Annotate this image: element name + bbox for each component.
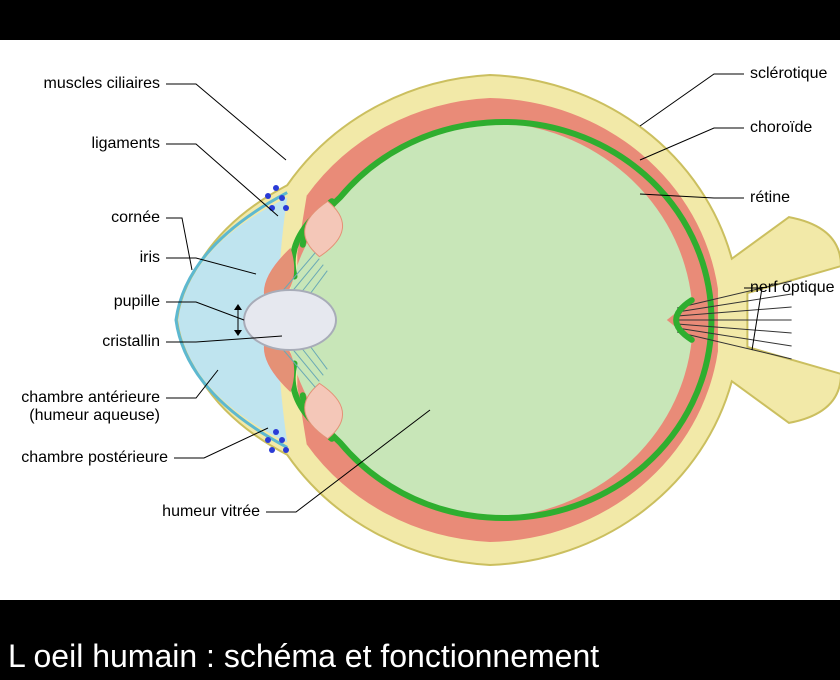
label-pupille: pupille — [114, 293, 160, 311]
label-ligaments: ligaments — [92, 135, 160, 153]
label-sclerotique: sclérotique — [750, 65, 827, 83]
label-cornee: cornée — [111, 209, 160, 227]
label-cristallin: cristallin — [102, 333, 160, 351]
label-chambre_posterieure: chambre postérieure — [21, 449, 168, 467]
label-iris: iris — [140, 249, 160, 267]
eye-svg — [0, 40, 840, 600]
label-muscles_ciliaires: muscles ciliaires — [44, 75, 160, 93]
label-choroide: choroïde — [750, 119, 812, 137]
eye-diagram: muscles ciliaires ligaments cornée iris pupi… — [0, 40, 840, 600]
label-nerf_optique: nerf optique — [750, 279, 835, 297]
label-retine: rétine — [750, 189, 790, 207]
label-chambre_anterieure: chambre antérieure (humeur aqueuse) — [21, 389, 160, 425]
label-humeur_vitree: humeur vitrée — [162, 503, 260, 521]
caption: L oeil humain : schéma et fonctionnement — [0, 632, 840, 680]
